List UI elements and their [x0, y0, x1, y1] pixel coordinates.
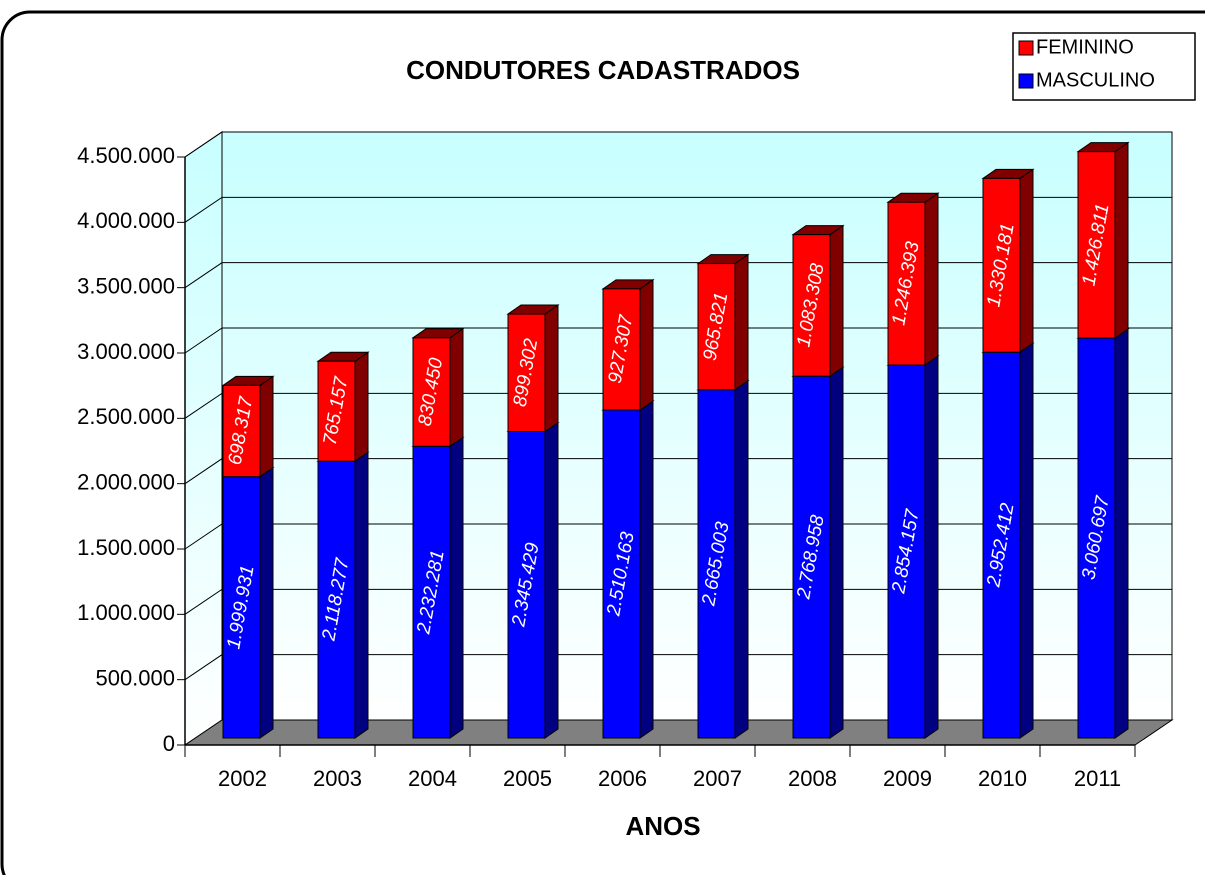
bar-side [1114, 141, 1129, 340]
bar-side [829, 366, 844, 739]
grid-line [184, 654, 1172, 681]
legend-label: MASCULINO [1036, 69, 1155, 91]
x-tick-label: 2003 [313, 766, 362, 791]
grid-line [184, 327, 1172, 354]
bar-side [259, 375, 274, 478]
bar-side [924, 355, 939, 739]
bar-side [354, 351, 369, 463]
bar-side [639, 278, 654, 411]
bar-side [544, 421, 559, 739]
bar [222, 476, 261, 739]
bar [602, 288, 641, 411]
grid-line [184, 458, 1172, 485]
x-tick-label: 2011 [1074, 766, 1121, 791]
bar [887, 364, 926, 739]
y-tick-label: 1.500.000 [77, 535, 175, 560]
bar [317, 460, 356, 739]
bar [792, 234, 831, 377]
x-tick-label: 2002 [218, 766, 267, 791]
bar [887, 201, 926, 366]
bar [1077, 151, 1116, 339]
grid-line [184, 196, 1172, 223]
y-tick-label: 4.000.000 [77, 208, 175, 233]
x-tick-label: 2004 [408, 766, 457, 791]
y-tick-label: 4.500.000 [77, 143, 175, 168]
grid-line [184, 523, 1172, 550]
x-tick-label: 2009 [883, 766, 932, 791]
bar-side [924, 192, 939, 367]
bar-side [544, 304, 559, 433]
legend-swatch [1018, 73, 1034, 89]
bar-side [354, 451, 369, 739]
y-tick-label: 3.000.000 [77, 339, 175, 364]
bar-side [734, 253, 749, 391]
bar-side [1019, 168, 1034, 354]
side-wall [184, 131, 223, 746]
bar [982, 177, 1021, 353]
bar [1077, 337, 1116, 739]
legend-swatch [1018, 40, 1034, 56]
y-tick-label: 1.000.000 [77, 600, 175, 625]
chart-title: CONDUTORES CADASTRADOS [406, 55, 800, 85]
bar [222, 384, 261, 478]
grid-line [184, 262, 1172, 289]
bar [697, 263, 736, 391]
y-tick-label: 2.500.000 [77, 404, 175, 429]
x-tick-label: 2005 [503, 766, 552, 791]
bar-side [829, 224, 844, 378]
bar [697, 389, 736, 739]
bar [412, 445, 451, 739]
bar [602, 409, 641, 739]
y-tick-label: 500.000 [95, 665, 175, 690]
bar [317, 360, 356, 462]
legend [1012, 32, 1196, 101]
grid-line [184, 588, 1172, 615]
y-tick-label: 3.500.000 [77, 273, 175, 298]
bar [412, 337, 451, 447]
plot-area [177, 131, 1174, 757]
bar [792, 375, 831, 739]
x-tick-label: 2010 [978, 766, 1027, 791]
x-tick-label: 2006 [598, 766, 647, 791]
bar-side [449, 436, 464, 739]
bar-side [1114, 328, 1129, 739]
bar-side [734, 379, 749, 739]
x-tick-label: 2008 [788, 766, 837, 791]
bar-side [259, 466, 274, 739]
bar [982, 351, 1021, 739]
x-tick-label: 2007 [693, 766, 742, 791]
legend-label: FEMININO [1036, 36, 1134, 58]
y-tick-label: 2.000.000 [77, 469, 175, 494]
x-axis-title: ANOS [625, 811, 700, 841]
bar [507, 313, 546, 433]
grid-line [184, 131, 1172, 158]
y-tick-label: 0 [163, 731, 175, 756]
bar-side [1019, 342, 1034, 739]
grid-line [184, 392, 1172, 419]
bar-side [639, 400, 654, 739]
bar-side [449, 327, 464, 448]
